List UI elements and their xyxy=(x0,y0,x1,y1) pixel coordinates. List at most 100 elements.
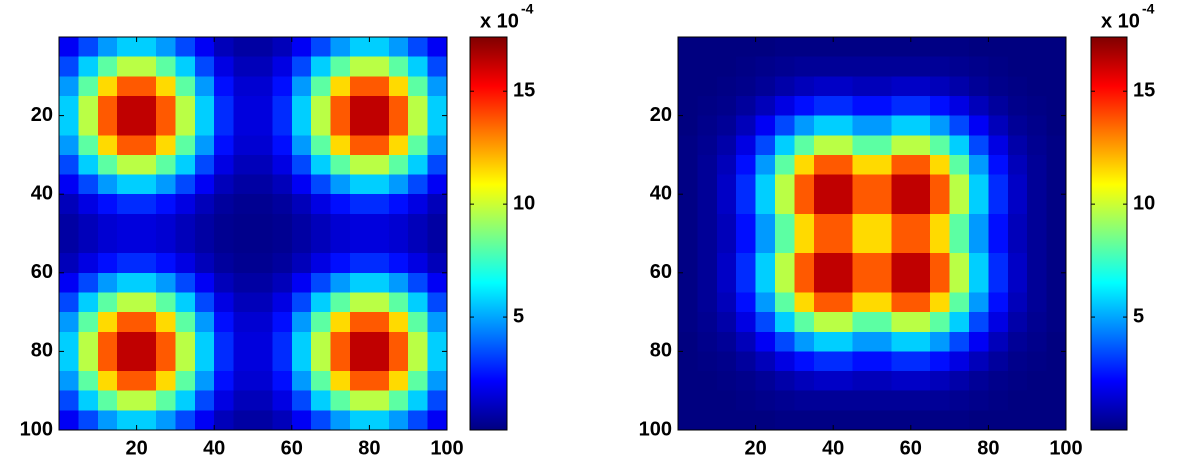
heatmap-cell xyxy=(910,371,931,392)
heatmap-cell xyxy=(136,351,157,372)
heatmap-cell xyxy=(949,312,970,333)
heatmap-cell xyxy=(388,213,409,235)
heatmap-cell xyxy=(272,76,293,97)
heatmap-cell xyxy=(117,95,138,117)
heatmap-cell xyxy=(697,154,718,176)
heatmap-cell xyxy=(233,56,254,77)
heatmap-cell xyxy=(852,154,873,176)
heatmap-cell xyxy=(910,312,931,333)
heatmap-cell xyxy=(716,194,737,215)
heatmap-cell xyxy=(117,292,138,313)
heatmap-cell xyxy=(311,56,332,77)
heatmap-cell xyxy=(388,253,409,274)
heatmap-cell xyxy=(697,351,718,372)
heatmap-cell xyxy=(1027,115,1048,136)
heatmap-cell xyxy=(988,292,1009,313)
heatmap-cell xyxy=(794,292,815,313)
heatmap-cell xyxy=(697,253,718,274)
heatmap-cell xyxy=(330,174,351,195)
heatmap-cell xyxy=(136,76,157,97)
heatmap-cell xyxy=(59,115,79,136)
x-tick-label: 40 xyxy=(822,437,844,459)
heatmap-cell xyxy=(813,410,834,431)
heatmap-cell xyxy=(969,37,989,58)
heatmap-cell xyxy=(272,351,293,372)
heatmap-cell xyxy=(813,115,834,136)
heatmap-cell xyxy=(872,56,892,77)
heatmap-cell xyxy=(59,194,79,215)
heatmap-cell xyxy=(852,56,873,77)
heatmap-cell xyxy=(930,194,951,215)
heatmap-cell xyxy=(194,272,215,294)
heatmap-cell xyxy=(813,292,834,313)
heatmap-cell xyxy=(369,272,390,294)
heatmap-cell xyxy=(194,292,215,313)
heatmap-cell xyxy=(175,194,196,215)
heatmap-cell xyxy=(833,371,854,392)
heatmap-cell xyxy=(988,76,1009,97)
heatmap-cell xyxy=(833,312,854,333)
heatmap-cell xyxy=(175,56,196,77)
heatmap-cell xyxy=(117,213,138,235)
heatmap-cell xyxy=(427,272,448,294)
heatmap-cell xyxy=(194,371,215,392)
heatmap-cell xyxy=(388,371,409,392)
heatmap-cell xyxy=(291,292,312,313)
heatmap-cell xyxy=(794,56,815,77)
heatmap-cell xyxy=(233,390,254,411)
heatmap-cell xyxy=(949,37,970,58)
heatmap-cell xyxy=(716,154,737,176)
heatmap-cell xyxy=(949,135,970,156)
heatmap-cell xyxy=(988,213,1009,235)
heatmap-cell xyxy=(427,37,448,58)
heatmap-cell xyxy=(775,194,795,215)
heatmap-cell xyxy=(59,410,79,431)
heatmap-cell xyxy=(930,371,951,392)
heatmap-cell xyxy=(775,115,795,136)
heatmap-cell xyxy=(794,115,815,136)
heatmap-cell xyxy=(330,135,351,156)
colorbar-frame xyxy=(1090,36,1128,431)
heatmap-cell xyxy=(775,351,795,372)
heatmap-cell xyxy=(678,292,698,313)
heatmap-cell xyxy=(833,194,854,215)
heatmap-cell xyxy=(930,154,951,176)
heatmap-cell xyxy=(930,233,951,254)
heatmap-cell xyxy=(136,253,157,274)
heatmap-cell xyxy=(214,292,235,313)
heatmap-cell xyxy=(97,292,118,313)
heatmap-cell xyxy=(175,213,196,235)
heatmap-cell xyxy=(311,213,332,235)
heatmap-cell xyxy=(813,76,834,97)
heatmap-cell xyxy=(988,115,1009,136)
heatmap-cell xyxy=(891,194,912,215)
x-tick-label: 100 xyxy=(430,437,463,459)
heatmap-cell xyxy=(697,37,718,58)
heatmap-cell xyxy=(330,312,351,333)
heatmap-cell xyxy=(891,95,912,117)
heatmap-cell xyxy=(891,331,912,352)
heatmap-cell xyxy=(988,272,1009,294)
heatmap-cell xyxy=(175,410,196,431)
heatmap-cell xyxy=(949,213,970,235)
heatmap-cell xyxy=(350,292,370,313)
heatmap-cell xyxy=(369,174,390,195)
heatmap-cell xyxy=(253,135,273,156)
heatmap-cell xyxy=(949,253,970,274)
heatmap-cell xyxy=(794,371,815,392)
heatmap-cell xyxy=(311,76,332,97)
heatmap-cell xyxy=(775,95,795,117)
heatmap-cell xyxy=(1007,371,1028,392)
heatmap-cell xyxy=(1027,233,1048,254)
heatmap-cell xyxy=(214,115,235,136)
heatmap-cell xyxy=(97,37,118,58)
heatmap-cell xyxy=(136,194,157,215)
heatmap-cell xyxy=(969,194,989,215)
heatmap-cell xyxy=(194,174,215,195)
heatmap-cell xyxy=(872,272,892,294)
heatmap-cell xyxy=(794,253,815,274)
heatmap-cell xyxy=(755,410,776,431)
heatmap-cell xyxy=(194,95,215,117)
heatmap-cell xyxy=(117,76,138,97)
heatmap-cell xyxy=(175,390,196,411)
